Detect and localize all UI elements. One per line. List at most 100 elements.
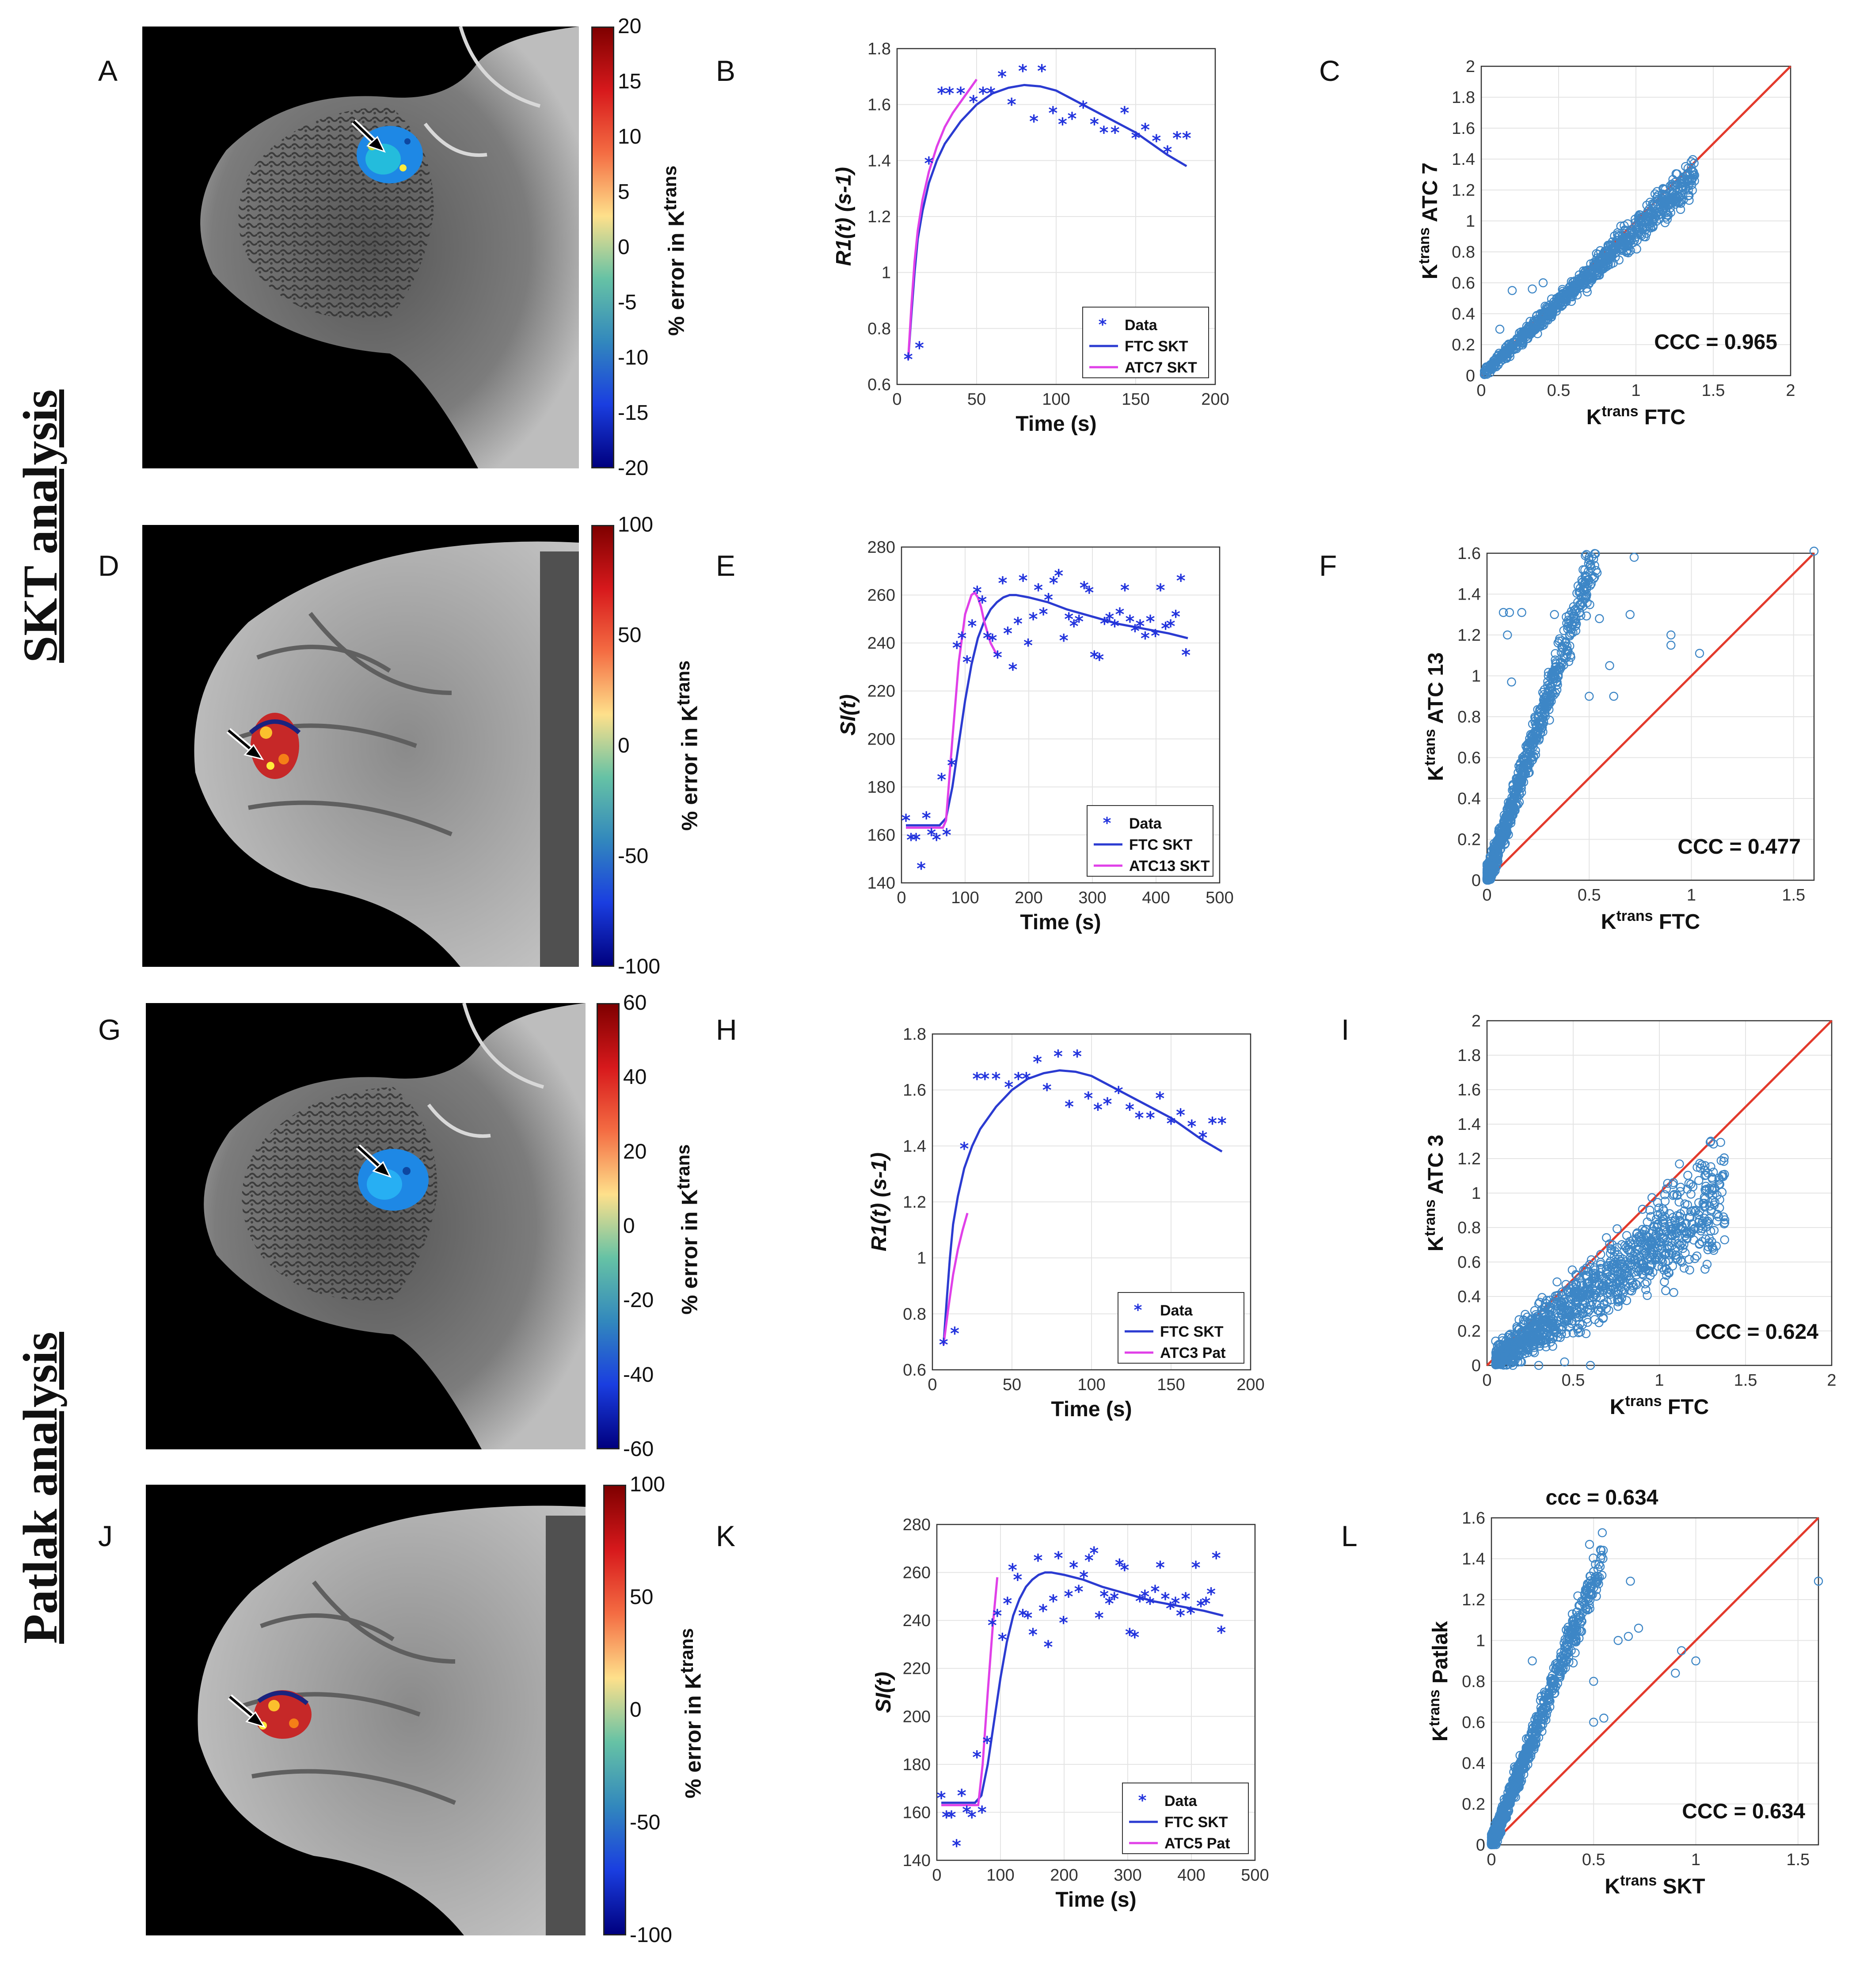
colorbar-label-d: % error in Ktrans (673, 660, 702, 831)
data-point: * (1033, 1052, 1042, 1072)
scatter-point (1609, 692, 1618, 701)
data-point: * (937, 1788, 946, 1809)
y-axis-label: Ktrans ATC 7 (1416, 163, 1442, 279)
y-tick-label: 1.2 (903, 1193, 926, 1212)
scatter-point (1628, 1283, 1638, 1292)
atc-fit-line (907, 79, 978, 360)
ftc-fit-line (907, 84, 1187, 360)
x-tick-label: 400 (1177, 1866, 1205, 1885)
scatter-point (1687, 1219, 1696, 1228)
scatter-point (1660, 1190, 1670, 1199)
y-tick-label: 0.6 (903, 1361, 926, 1380)
scatter-point (1661, 185, 1670, 194)
scatter-point (1537, 720, 1547, 730)
scatter-point (1582, 1593, 1592, 1602)
colorbar-tick: -40 (623, 1363, 654, 1387)
scatter-point (1538, 1704, 1548, 1714)
scatter-points (1479, 155, 1700, 380)
colorbar-tick: 0 (630, 1698, 642, 1722)
scatter-point (1631, 224, 1640, 234)
y-tick-label: 1.4 (867, 152, 891, 170)
scatter-point (1575, 588, 1584, 597)
scatter-point (1520, 1349, 1529, 1358)
data-point: * (1049, 1592, 1058, 1612)
scatter-point (1610, 1247, 1620, 1256)
scatter-point (1508, 1361, 1518, 1370)
data-point: * (997, 67, 1007, 87)
colorbar-label-j: % error in Ktrans (676, 1628, 706, 1798)
x-tick-label: 150 (1122, 390, 1149, 409)
y-tick-label: 1 (1472, 1184, 1481, 1203)
scatter-point (1564, 657, 1574, 666)
scatter-point (1543, 681, 1552, 690)
legend-entry: Data (1160, 1302, 1193, 1319)
scatter-point (1510, 1779, 1520, 1789)
scatter-point (1498, 353, 1507, 363)
data-point: * (1160, 1589, 1170, 1609)
scatter-point (1584, 279, 1594, 289)
scatter-point (1533, 314, 1542, 324)
data-point: * (962, 653, 972, 673)
scatter-point (1604, 260, 1613, 270)
scatter-point (1714, 1174, 1724, 1183)
colorbar-tick: -5 (618, 291, 637, 314)
data-point: * (1100, 614, 1109, 635)
scatter-point (1556, 663, 1566, 673)
scatter-point (1561, 295, 1571, 304)
data-point: * (1069, 616, 1079, 637)
data-point: * (1073, 1047, 1082, 1067)
data-point: * (972, 1069, 981, 1089)
legend-box (1118, 1292, 1244, 1364)
scatter-point (1507, 286, 1517, 295)
data-point: * (1152, 131, 1161, 152)
scatter-point (1691, 1656, 1700, 1665)
y-tick-label: 1 (882, 264, 891, 282)
scatter-point (1568, 1619, 1578, 1629)
scatter-point (1505, 350, 1514, 359)
colorbar-d (591, 525, 614, 967)
data-point: * (1003, 1594, 1012, 1614)
scatter-point (1677, 1238, 1687, 1248)
scatter-point (1642, 201, 1651, 210)
scatter-point (1605, 661, 1614, 670)
scatter-point (1575, 1600, 1584, 1610)
chart-c: 0 0.5 1 1.5 2 0 0.2 0.4 0.6 0.8 1 1.2 1.4 1.6 1.8 2 CCC … (1416, 57, 1795, 429)
scatter-point (1653, 199, 1662, 209)
scatter-point (1691, 1205, 1701, 1215)
data-point: * (942, 825, 951, 845)
scatter-point (1605, 1289, 1615, 1299)
x-tick-label: 150 (1157, 1376, 1185, 1394)
scatter-point (1501, 814, 1510, 824)
data-point: * (1018, 61, 1027, 82)
colorbar-tick: 50 (630, 1585, 654, 1609)
scatter-point (1681, 1248, 1690, 1258)
scatter-point (1569, 1308, 1578, 1317)
scatter-point (1505, 1330, 1514, 1340)
data-point: * (1084, 583, 1094, 603)
scatter-point (1676, 1256, 1685, 1266)
scatter-point (1544, 671, 1553, 680)
scatter-point (1634, 212, 1643, 221)
data-point: * (1048, 103, 1057, 124)
scatter-point (1629, 553, 1639, 562)
scatter-point (1564, 619, 1574, 628)
scatter-point (1623, 1259, 1632, 1269)
data-point: * (973, 583, 982, 603)
scatter-point (1535, 705, 1544, 715)
scatter-point (1586, 1255, 1596, 1265)
legend-entry: Data (1129, 815, 1162, 832)
scatter-point (1641, 1285, 1651, 1294)
scatter-point (1694, 1176, 1704, 1185)
panel-letter-k: K (716, 1520, 736, 1552)
scatter-point (1562, 1308, 1572, 1318)
scatter-point (1706, 1226, 1715, 1236)
y-tick-label: 0.6 (867, 376, 891, 394)
scatter-point (1538, 1707, 1548, 1717)
scatter-point (1616, 1277, 1625, 1286)
scatter-point (1493, 835, 1502, 845)
data-point: * (1058, 114, 1067, 135)
scatter-point (1491, 1359, 1501, 1368)
scatter-point (1541, 1335, 1551, 1344)
scatter-point (1597, 1528, 1607, 1537)
y-tick-label: 1.8 (1457, 1046, 1481, 1065)
